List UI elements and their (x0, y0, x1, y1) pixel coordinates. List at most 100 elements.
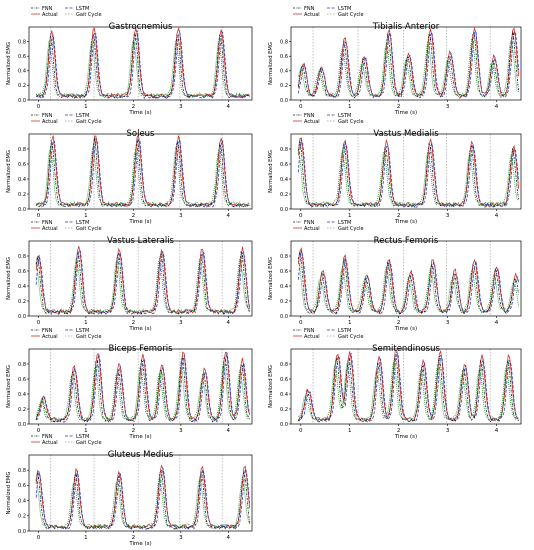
legend-actual-label: Actual (304, 119, 320, 125)
series-green-line (298, 360, 520, 421)
series-lstm-line (298, 351, 519, 423)
legend-fnn: FNN (293, 113, 315, 119)
x-tick-label: 4 (227, 213, 231, 219)
x-tick-label: 1 (84, 320, 88, 326)
series-green-line (35, 257, 250, 314)
x-axis-label: Time (s) (394, 326, 417, 332)
x-tick-label: 4 (495, 213, 499, 219)
series-lstm-line (297, 250, 519, 315)
legend-actual: Actual (293, 119, 320, 125)
emg-panel-6: 0 1 2 3 4 0.0 0.2 0.4 0.6 0.8 Time (s) Normalized E… (268, 220, 522, 332)
legend-actual-label: Actual (304, 12, 320, 18)
legend-lstm-label: LSTM (76, 328, 89, 334)
legend-fnn: FNN (293, 6, 315, 12)
x-tick-label: 3 (179, 104, 183, 110)
legend-fnn: FNN (31, 434, 53, 440)
y-tick-label: 0.4 (18, 498, 26, 504)
legend-fnn: FNN (293, 328, 315, 334)
x-tick-label: 4 (227, 428, 231, 434)
legend-lstm: LSTM (65, 113, 89, 119)
legend-gait-cycle-label: Gait Cycle (76, 12, 102, 18)
series-fnn-line (35, 33, 250, 99)
y-tick-label: 0.8 (18, 254, 26, 260)
series-green-line (35, 146, 250, 207)
x-tick-label: 2 (397, 320, 401, 326)
x-tick-label: 1 (84, 428, 88, 434)
y-tick-label: 0.4 (18, 392, 26, 398)
x-tick-label: 2 (397, 104, 401, 110)
legend-fnn-label: FNN (304, 328, 315, 334)
legend-actual-label: Actual (42, 119, 58, 125)
series-green-line (35, 40, 250, 98)
series-actual-line (297, 246, 519, 314)
series-lstm-line (35, 249, 250, 315)
series-green-line (297, 38, 519, 98)
y-tick-label: 0.4 (18, 284, 26, 290)
y-tick-label: 0.6 (280, 269, 288, 275)
series-lstm-line (297, 138, 519, 208)
legend-fnn: FNN (31, 328, 53, 334)
plot-frame (28, 348, 253, 425)
y-tick-label: 0.8 (18, 147, 26, 153)
x-axis-label: Time (s) (394, 110, 417, 116)
series-fnn-line (297, 31, 519, 99)
y-tick-label: 0.8 (18, 39, 26, 45)
y-tick-label: 0.2 (18, 192, 26, 198)
x-tick-label: 3 (446, 213, 450, 219)
legend-fnn: FNN (31, 6, 53, 12)
y-tick-label: 0.0 (18, 422, 26, 428)
y-tick-label: 0.0 (18, 207, 26, 213)
legend-fnn-label: FNN (42, 328, 53, 334)
plot-frame (290, 348, 522, 425)
x-tick-label: 0 (299, 213, 303, 219)
series-lstm-line (36, 137, 250, 208)
legend-fnn: FNN (293, 220, 315, 226)
panel-title: Rectus Femoris (374, 236, 439, 246)
legend-gait-cycle: Gait Cycle (65, 226, 102, 232)
series-fnn-line (297, 141, 519, 208)
series-green-line (297, 149, 519, 207)
legend-lstm-label: LSTM (76, 434, 89, 440)
legend-lstm-label: LSTM (76, 113, 89, 119)
legend-gait-cycle-label: Gait Cycle (76, 440, 102, 446)
x-tick-label: 4 (495, 428, 499, 434)
panel-title: Gluteus Medius (108, 450, 174, 460)
y-tick-label: 0.0 (280, 314, 288, 320)
legend-gait-cycle-label: Gait Cycle (338, 334, 364, 340)
x-tick-label: 2 (132, 428, 136, 434)
legend-gait-cycle: Gait Cycle (327, 12, 364, 18)
legend-actual: Actual (293, 334, 320, 340)
series-lstm-line (36, 352, 250, 423)
legend-fnn-label: FNN (42, 6, 53, 12)
y-tick-label: 0.2 (280, 192, 288, 198)
legend-fnn: FNN (31, 113, 53, 119)
y-axis-label: Normalized EMG (6, 257, 12, 300)
y-tick-label: 0.6 (280, 162, 288, 168)
x-tick-label: 4 (227, 320, 231, 326)
legend-lstm: LSTM (65, 6, 89, 12)
x-tick-label: 1 (84, 535, 88, 541)
y-tick-label: 0.2 (18, 514, 26, 520)
emg-panel-1: 0 1 2 3 4 0.0 0.2 0.4 0.6 0.8 Time (s) Normalized E… (6, 6, 253, 116)
series-fnn-line (35, 356, 250, 423)
legend-fnn: FNN (31, 220, 53, 226)
x-tick-label: 3 (179, 320, 183, 326)
plot-frame (28, 240, 253, 317)
legend-actual-label: Actual (304, 334, 320, 340)
legend-gait-cycle: Gait Cycle (65, 334, 102, 340)
x-tick-label: 0 (37, 535, 41, 541)
legend-fnn-label: FNN (304, 220, 315, 226)
emg-panel-4: 0 1 2 3 4 0.0 0.2 0.4 0.6 0.8 Time (s) Normalized E… (268, 113, 522, 225)
x-tick-label: 2 (397, 213, 401, 219)
x-tick-label: 4 (495, 104, 499, 110)
y-axis-label: Normalized EMG (268, 150, 274, 193)
y-tick-label: 0.6 (18, 54, 26, 60)
emg-panel-5: 0 1 2 3 4 0.0 0.2 0.4 0.6 0.8 Time (s) Normalized E… (6, 220, 253, 332)
series-fnn-line (35, 250, 250, 315)
legend-fnn-label: FNN (304, 6, 315, 12)
panel-title: Gastrocnemius (109, 22, 173, 32)
x-tick-label: 0 (37, 428, 41, 434)
y-axis-label: Normalized EMG (6, 365, 12, 408)
y-tick-label: 0.4 (280, 284, 288, 290)
